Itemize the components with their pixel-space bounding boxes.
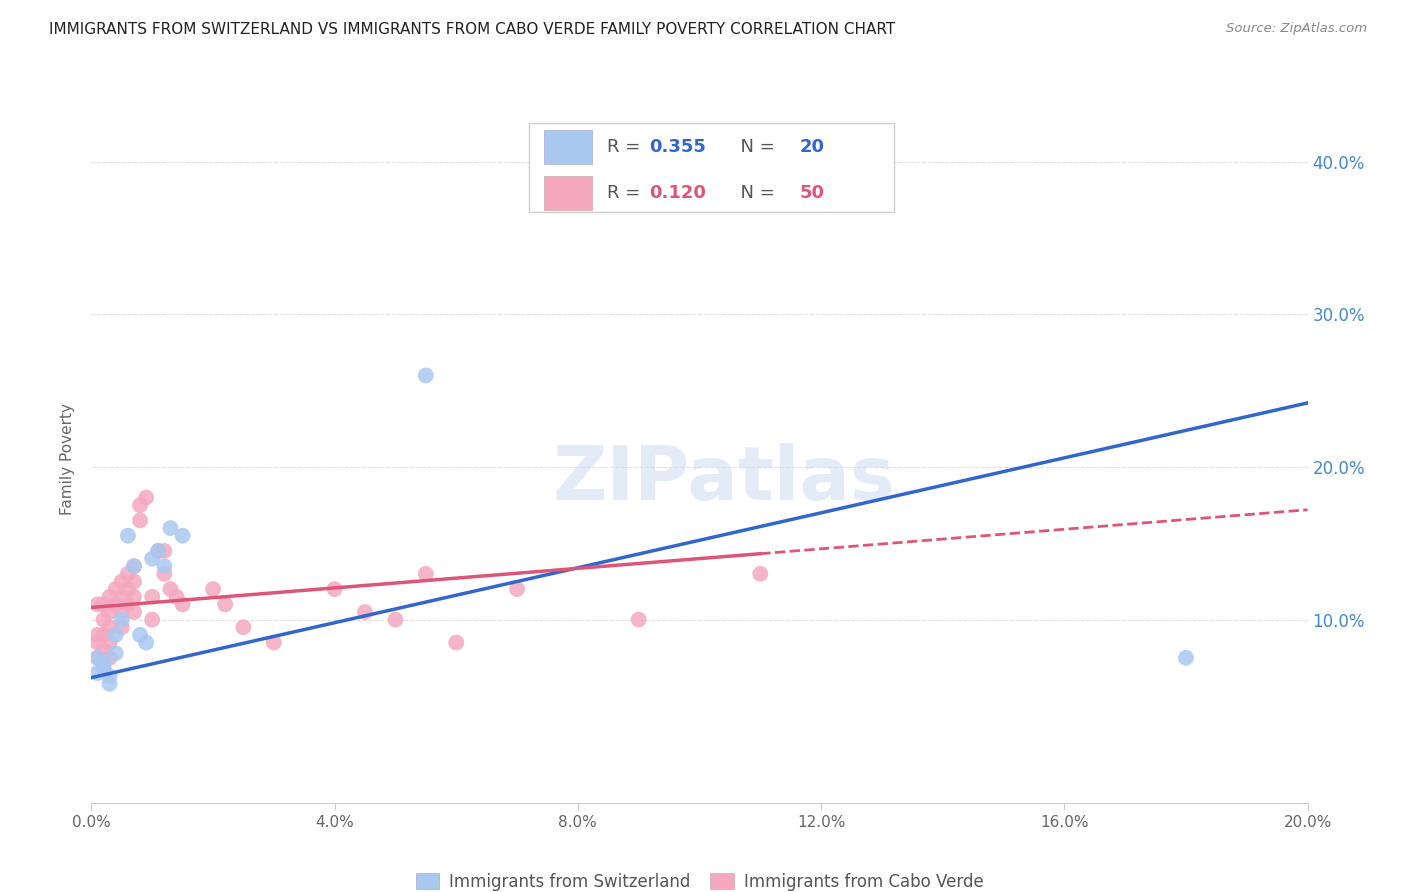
Point [117, 566, 139, 581]
Point [506, 582, 529, 596]
Text: N =: N = [728, 138, 780, 156]
Point [93, 598, 115, 612]
Point [232, 620, 254, 634]
Point [86, 635, 108, 649]
Point [93, 658, 115, 673]
Point [111, 574, 134, 589]
Point [86, 598, 108, 612]
Text: IMMIGRANTS FROM SWITZERLAND VS IMMIGRANTS FROM CABO VERDE FAMILY POVERTY CORRELA: IMMIGRANTS FROM SWITZERLAND VS IMMIGRANT… [49, 22, 896, 37]
Point [98, 590, 121, 604]
Point [415, 566, 437, 581]
Point [98, 669, 121, 683]
Point [354, 605, 377, 619]
Point [98, 677, 121, 691]
Point [98, 635, 121, 649]
Point [263, 635, 285, 649]
Point [415, 368, 437, 383]
Point [93, 656, 115, 670]
Point [93, 628, 115, 642]
Point [172, 529, 194, 543]
Point [86, 650, 108, 665]
FancyBboxPatch shape [544, 176, 592, 210]
Point [148, 544, 170, 558]
Point [159, 521, 181, 535]
Point [104, 646, 127, 660]
Point [86, 650, 108, 665]
Text: 0.120: 0.120 [650, 184, 706, 202]
Text: N =: N = [728, 184, 780, 202]
Point [104, 582, 127, 596]
Text: 50: 50 [799, 184, 824, 202]
Point [172, 598, 194, 612]
Point [153, 566, 176, 581]
Point [148, 544, 170, 558]
Point [166, 590, 188, 604]
Point [135, 635, 157, 649]
FancyBboxPatch shape [544, 129, 592, 164]
Legend: Immigrants from Switzerland, Immigrants from Cabo Verde: Immigrants from Switzerland, Immigrants … [409, 866, 990, 892]
Point [117, 582, 139, 596]
Point [135, 491, 157, 505]
Point [111, 613, 134, 627]
Point [122, 574, 145, 589]
Point [1174, 650, 1197, 665]
Point [98, 620, 121, 634]
Point [749, 566, 772, 581]
Point [129, 513, 152, 527]
Point [129, 628, 152, 642]
Point [141, 590, 163, 604]
Point [98, 605, 121, 619]
Point [98, 650, 121, 665]
Point [104, 628, 127, 642]
Point [111, 605, 134, 619]
Text: ZIPatlas: ZIPatlas [553, 443, 896, 516]
Point [111, 620, 134, 634]
Point [141, 613, 163, 627]
Point [104, 598, 127, 612]
Point [122, 590, 145, 604]
Text: Source: ZipAtlas.com: Source: ZipAtlas.com [1226, 22, 1367, 36]
Point [86, 628, 108, 642]
Point [159, 582, 181, 596]
Point [93, 613, 115, 627]
Point [93, 643, 115, 657]
Y-axis label: Family Poverty: Family Poverty [60, 403, 76, 516]
Point [141, 551, 163, 566]
Point [202, 582, 225, 596]
Point [129, 498, 152, 512]
Point [86, 666, 108, 681]
Point [627, 613, 650, 627]
Text: 20: 20 [799, 138, 824, 156]
Point [111, 590, 134, 604]
Point [117, 529, 139, 543]
Point [153, 559, 176, 574]
Text: 0.355: 0.355 [650, 138, 706, 156]
Point [153, 544, 176, 558]
Text: R =: R = [607, 184, 645, 202]
Point [122, 559, 145, 574]
Point [323, 582, 346, 596]
Point [122, 605, 145, 619]
Text: R =: R = [607, 138, 645, 156]
FancyBboxPatch shape [529, 123, 894, 212]
Point [93, 661, 115, 675]
Point [444, 635, 467, 649]
Point [214, 598, 236, 612]
Point [384, 613, 406, 627]
Point [122, 559, 145, 574]
Point [117, 598, 139, 612]
